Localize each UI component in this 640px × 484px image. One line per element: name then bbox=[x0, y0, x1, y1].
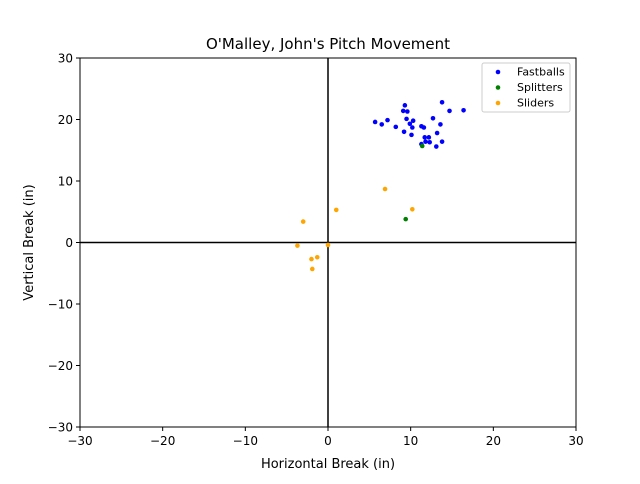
y-tick-label: 30 bbox=[58, 52, 73, 66]
legend-box bbox=[481, 62, 571, 113]
y-tick-label: −30 bbox=[48, 421, 73, 435]
y-tick-label: −10 bbox=[48, 298, 73, 312]
fastballs-point bbox=[438, 122, 443, 127]
fastballs-point bbox=[410, 125, 415, 130]
y-tick-label: 0 bbox=[65, 236, 73, 250]
fastballs-point bbox=[405, 109, 410, 114]
y-axis-label: Vertical Break (in) bbox=[22, 184, 37, 300]
legend-marker-sliders bbox=[495, 100, 501, 106]
legend-marker-fastballs bbox=[495, 69, 501, 75]
fastballs-point bbox=[393, 124, 399, 130]
y-tick-label: 10 bbox=[58, 175, 73, 189]
fastballs-point bbox=[447, 108, 452, 114]
legend-items: Fastballs Splitters Sliders bbox=[495, 66, 565, 110]
x-axis-label: Horizontal Break (in) bbox=[261, 457, 395, 472]
fastballs-point bbox=[423, 139, 428, 144]
fastballs-point bbox=[410, 118, 416, 124]
sliders-point bbox=[309, 266, 315, 272]
x-tick-label: 0 bbox=[324, 434, 332, 448]
sliders-point bbox=[333, 207, 339, 213]
sliders-point bbox=[295, 243, 300, 248]
sliders-point bbox=[309, 256, 314, 262]
fastballs-point bbox=[407, 121, 413, 127]
fastballs-point bbox=[426, 135, 432, 140]
fastballs-point bbox=[402, 103, 408, 108]
fastballs-point bbox=[401, 129, 407, 135]
splitters-point bbox=[419, 143, 425, 149]
fastballs-point bbox=[421, 125, 427, 130]
fastballs-point bbox=[404, 116, 409, 122]
legend-marker-splitters bbox=[495, 85, 501, 90]
x-tick-label: 20 bbox=[486, 434, 501, 448]
fastballs-point bbox=[409, 132, 414, 138]
fastballs-point bbox=[385, 117, 390, 123]
sliders-point bbox=[410, 206, 415, 212]
legend-label-splitters: Splitters bbox=[517, 81, 563, 94]
chart-title: O'Malley, John's Pitch Movement bbox=[206, 35, 450, 53]
y-tick-label: −20 bbox=[48, 359, 73, 373]
sliders-point bbox=[325, 242, 331, 248]
sliders-point bbox=[382, 186, 388, 192]
x-tick-label: 30 bbox=[568, 434, 583, 448]
legend-label-fastballs: Fastballs bbox=[517, 66, 565, 79]
x-tick-label: 10 bbox=[403, 434, 418, 448]
splitters-point bbox=[403, 216, 409, 222]
fastballs-point bbox=[434, 130, 440, 136]
fastballs-point bbox=[427, 139, 432, 145]
fastballs-point bbox=[439, 99, 445, 105]
data-points bbox=[295, 99, 466, 272]
fastballs-point bbox=[422, 135, 428, 140]
fastballs-point bbox=[372, 119, 378, 125]
sliders-point bbox=[300, 219, 306, 224]
fastballs-point bbox=[439, 139, 445, 144]
y-axis-ticks: −30 −20 −10 0 10 20 30 bbox=[48, 52, 80, 435]
sliders-point bbox=[314, 254, 320, 260]
x-axis-ticks: −30 −20 −10 0 10 20 30 bbox=[67, 427, 584, 448]
y-tick-label: 20 bbox=[58, 113, 73, 127]
fastballs-point bbox=[379, 122, 385, 127]
fastballs-point bbox=[461, 107, 466, 113]
x-tick-label: −30 bbox=[67, 434, 92, 448]
fastballs-point bbox=[400, 108, 406, 114]
legend-label-sliders: Sliders bbox=[517, 97, 554, 110]
fastballs-point bbox=[430, 115, 436, 121]
x-tick-label: −10 bbox=[233, 434, 258, 448]
fastballs-point bbox=[433, 144, 439, 149]
x-tick-label: −20 bbox=[150, 434, 175, 448]
legend: Fastballs Splitters Sliders bbox=[481, 62, 571, 113]
